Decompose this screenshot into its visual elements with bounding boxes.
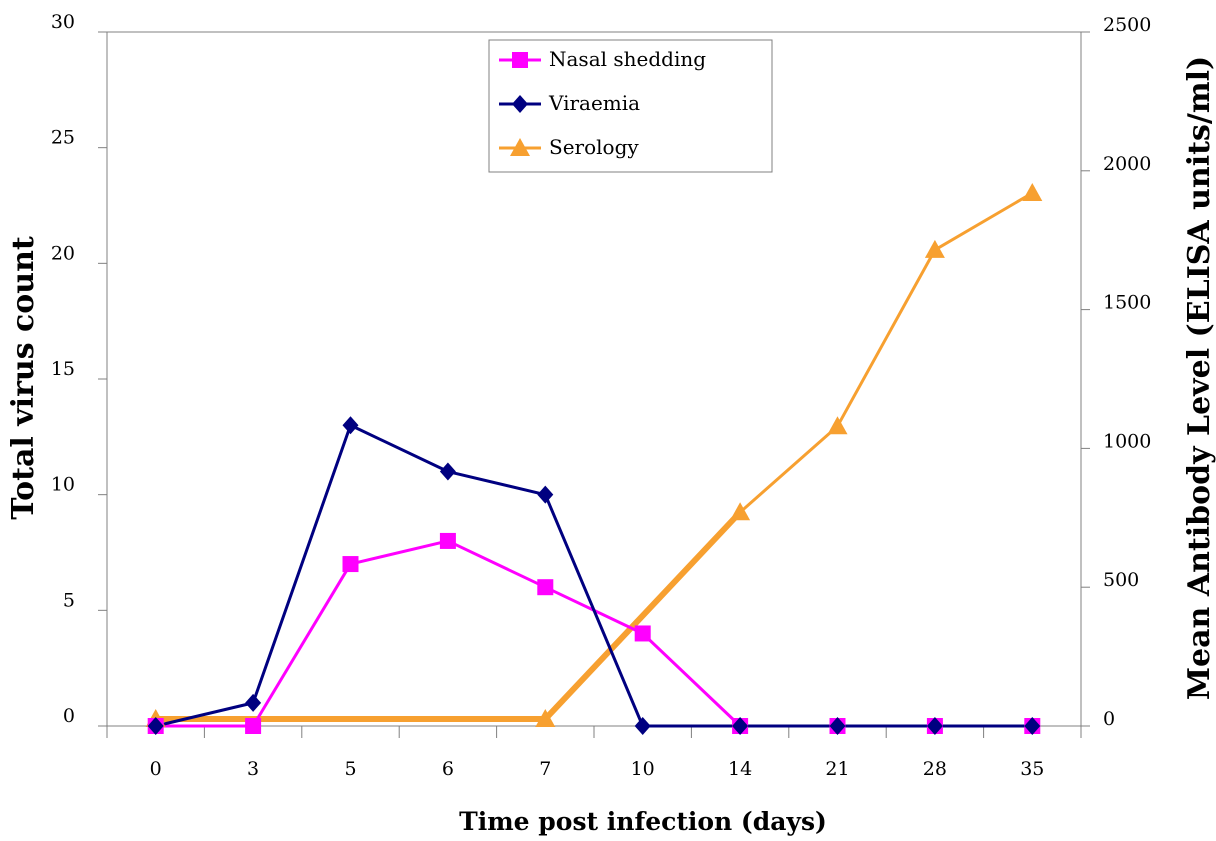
- nasal-shedding-line-segment: [641, 631, 742, 728]
- y-tick-label: 30: [51, 11, 75, 33]
- y2-tick-label: 0: [1103, 708, 1115, 730]
- y-tick-label: 20: [51, 242, 75, 264]
- serology-point: [1022, 183, 1043, 202]
- viraemia-line-segment: [349, 423, 450, 474]
- y-tick-label: 5: [63, 589, 75, 611]
- viraemia-point: [926, 717, 943, 735]
- serology-point: [535, 709, 556, 728]
- y2-tick-label: 2500: [1103, 14, 1151, 36]
- y2-tick-label: 500: [1103, 569, 1139, 591]
- x-tick-label: 7: [539, 758, 551, 780]
- viraemia-point: [732, 717, 749, 735]
- legend-serology-label: Serology: [549, 135, 639, 159]
- y-tick-label: 15: [51, 358, 75, 380]
- viraemia-line-segment: [446, 470, 547, 497]
- nasal-shedding-point: [537, 579, 554, 596]
- nasal-shedding-point: [342, 556, 359, 573]
- viraemia-point: [829, 717, 846, 735]
- nasal-shedding-point: [634, 625, 651, 642]
- viraemia-point: [342, 416, 359, 435]
- y-tick-label: 25: [51, 127, 75, 149]
- serology-line-segment: [738, 424, 839, 514]
- serology-point: [730, 502, 751, 521]
- viraemia-line-segment: [154, 701, 255, 728]
- x-tick-label: 3: [247, 758, 259, 780]
- nasal-shedding-line-segment: [251, 562, 352, 728]
- x-tick-label: 10: [631, 758, 655, 780]
- marker-layer: [145, 183, 1043, 735]
- serology-line-segment: [542, 509, 744, 723]
- y-axis-title: Total virus count: [6, 236, 41, 520]
- y-tick-label: 10: [51, 474, 75, 496]
- legend-nasal-shedding-label: Nasal shedding: [549, 47, 706, 71]
- y2-tick-label: 1000: [1103, 430, 1151, 452]
- legend-viraemia-marker: [512, 95, 528, 113]
- viraemia-point: [245, 693, 262, 712]
- legend-nasal-shedding-marker: [512, 52, 528, 68]
- viraemia-point: [1024, 717, 1041, 735]
- y-tick-label: 0: [63, 705, 75, 727]
- x-tick-label: 6: [442, 758, 454, 780]
- x-axis-title: Time post infection (days): [459, 807, 827, 836]
- y2-tick-label: 1500: [1103, 292, 1151, 314]
- y2-tick-label: 2000: [1103, 153, 1151, 175]
- serology-point: [827, 416, 848, 435]
- legend-serology-marker: [510, 138, 530, 156]
- viraemia-point: [439, 462, 456, 481]
- legend-viraemia-label: Viraemia: [548, 91, 640, 115]
- serology-line-segment: [836, 248, 937, 428]
- series-layer: [152, 191, 1034, 728]
- serology-point: [924, 239, 945, 258]
- x-tick-label: 5: [344, 758, 356, 780]
- x-tick-label: 14: [728, 758, 752, 780]
- viraemia-line-segment: [543, 493, 645, 728]
- nasal-shedding-point: [439, 532, 456, 549]
- legend: Nasal shedding Viraemia Serology: [488, 39, 773, 173]
- nasal-shedding-line-segment: [349, 539, 450, 566]
- viraemia-point: [147, 717, 164, 735]
- nasal-shedding-point: [245, 718, 262, 734]
- viraemia-point: [634, 717, 651, 735]
- serology-line-segment: [933, 191, 1034, 252]
- viraemia-line-segment: [251, 423, 352, 705]
- x-tick-label: 21: [825, 758, 849, 780]
- x-tick-label: 0: [150, 758, 162, 780]
- nasal-shedding-line-segment: [446, 539, 547, 589]
- viraemia-point: [537, 485, 554, 504]
- label-layer: 0 3 5 6 7 10 14 21 28 350510152025300500100015002…: [51, 11, 1152, 780]
- y2-axis-title: Mean Antibody Level (ELISA units/ml): [1182, 56, 1216, 700]
- x-tick-label: 35: [1020, 758, 1044, 780]
- x-tick-label: 28: [923, 758, 947, 780]
- legend-box: [488, 39, 773, 173]
